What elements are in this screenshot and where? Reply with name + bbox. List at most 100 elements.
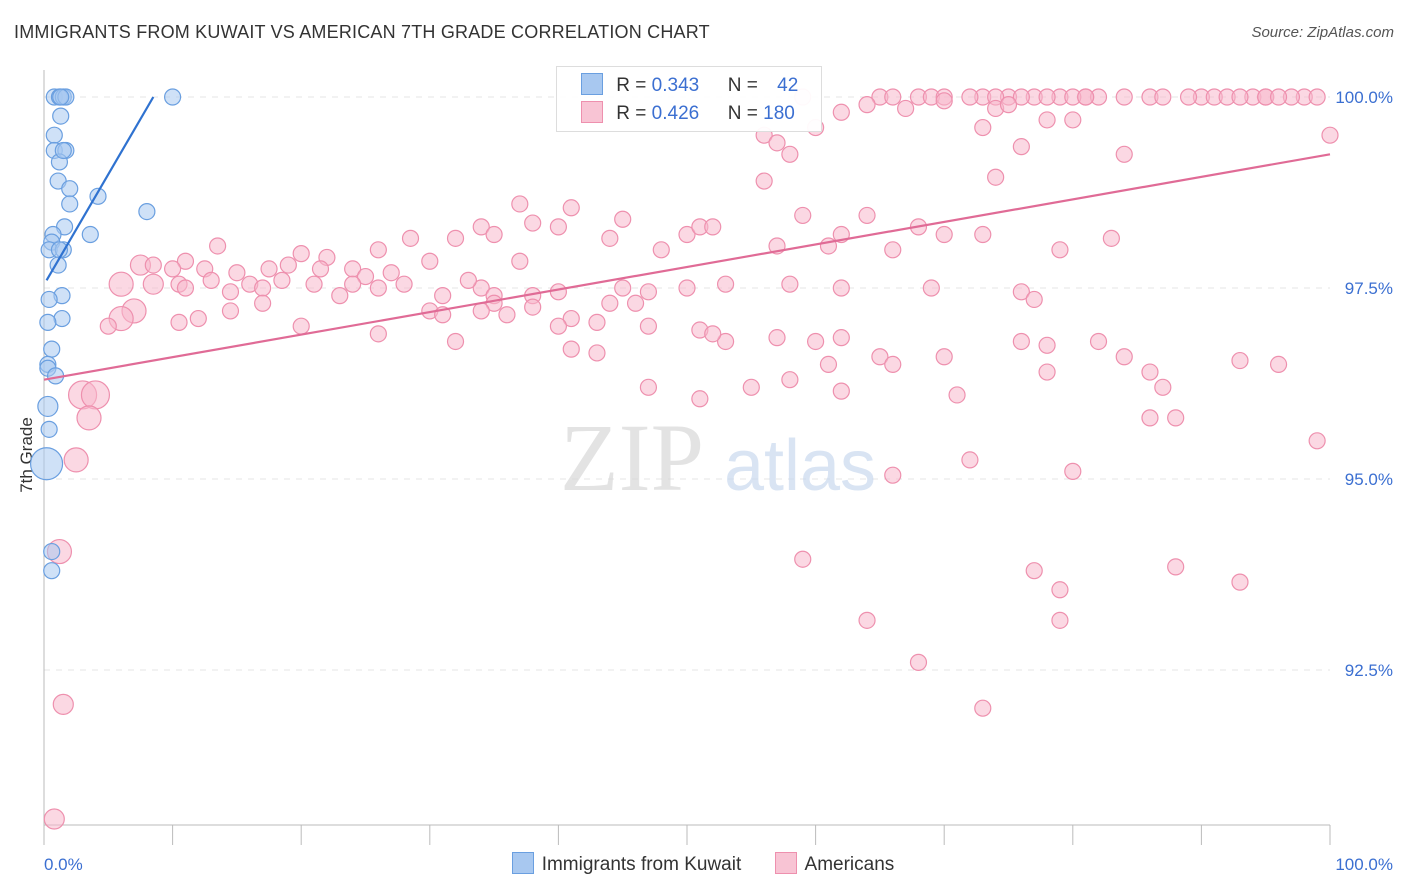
american-point	[524, 298, 542, 316]
american-point	[601, 229, 619, 247]
american-point	[974, 225, 992, 244]
american-point	[1141, 409, 1159, 427]
american-point	[260, 260, 278, 278]
american-point	[948, 386, 966, 404]
american-point	[549, 317, 568, 335]
american-point	[254, 279, 272, 297]
american-point	[1012, 88, 1030, 106]
american-point	[974, 118, 992, 137]
kuwait-point	[52, 88, 70, 106]
american-point	[498, 306, 516, 324]
american-point	[1115, 88, 1133, 106]
american-point	[1025, 290, 1043, 309]
american-point	[1167, 409, 1185, 427]
kuwait-point	[138, 203, 156, 221]
american-point	[292, 317, 310, 335]
american-point	[678, 279, 696, 297]
american-point	[781, 275, 799, 293]
american-point	[871, 348, 889, 366]
american-point	[52, 693, 74, 715]
american-point	[1038, 88, 1056, 106]
american-point	[1012, 283, 1030, 301]
legend-n-value: 42	[777, 75, 799, 96]
kuwait-point	[61, 180, 79, 198]
american-point	[1025, 562, 1043, 580]
watermark-atlas: atlas	[724, 426, 876, 506]
kuwait-point	[45, 126, 63, 144]
american-point	[1064, 462, 1082, 480]
american-point	[369, 325, 387, 343]
american-point	[768, 134, 786, 152]
american-point	[305, 275, 323, 293]
american-point	[1051, 581, 1069, 599]
kuwait-point	[40, 290, 58, 309]
american-point	[549, 283, 568, 301]
american-point	[369, 279, 387, 297]
x-tick-label: 0.0%	[44, 855, 83, 874]
american-point	[63, 447, 89, 473]
american-point	[1308, 432, 1326, 450]
american-point	[344, 275, 362, 293]
american-point	[588, 344, 606, 362]
american-point	[446, 332, 465, 351]
american-point	[1269, 88, 1288, 106]
american-point	[614, 210, 632, 228]
american-point	[935, 92, 953, 110]
american-point	[806, 332, 825, 351]
american-point	[43, 808, 65, 830]
american-point	[626, 294, 645, 312]
american-point	[1051, 241, 1069, 259]
american-point	[639, 317, 658, 335]
american-point	[768, 329, 786, 347]
american-point	[1077, 88, 1095, 106]
kuwait-point	[53, 309, 71, 328]
american-point	[472, 218, 490, 236]
american-point	[176, 279, 195, 297]
american-point	[1231, 88, 1249, 106]
american-point	[1038, 336, 1056, 354]
american-point	[1012, 332, 1030, 351]
kuwait-point	[52, 107, 70, 125]
american-point	[819, 355, 838, 373]
american-point	[1154, 378, 1172, 396]
american-point	[652, 241, 670, 259]
american-point	[858, 96, 876, 114]
kuwait-point	[43, 562, 61, 580]
american-point	[395, 275, 413, 293]
american-point	[254, 294, 272, 312]
y-tick-label: 97.5%	[1345, 279, 1393, 298]
american-point	[562, 340, 580, 358]
american-point	[176, 252, 195, 270]
legend-row-americans: R = 0.426 N = 180	[581, 101, 795, 129]
american-point	[794, 550, 812, 568]
american-point	[1089, 332, 1108, 351]
kuwait-point	[39, 313, 57, 331]
american-point	[922, 279, 940, 297]
legend-row-kuwait: R = 0.343 N = 42	[581, 73, 798, 101]
american-point	[292, 245, 310, 263]
american-point	[858, 611, 876, 629]
legend-n-label: N =	[727, 75, 764, 96]
american-point	[1141, 363, 1159, 381]
american-point	[144, 256, 162, 274]
american-point	[884, 466, 902, 484]
american-point	[1321, 126, 1339, 144]
american-point	[142, 273, 164, 295]
american-point	[1231, 351, 1249, 370]
american-point	[935, 348, 953, 366]
american-point	[832, 279, 850, 297]
american-point	[704, 218, 722, 236]
american-point	[356, 267, 375, 286]
american-point	[987, 168, 1005, 186]
series-legend: Immigrants from Kuwait Americans	[0, 852, 1406, 876]
american-point	[961, 451, 979, 469]
american-point	[1231, 573, 1249, 591]
american-point	[858, 206, 876, 225]
american-point	[459, 271, 477, 289]
americans-swatch	[581, 101, 603, 123]
legend-label-americans: Americans	[804, 854, 895, 875]
american-point	[884, 355, 902, 373]
chart-source: Source: ZipAtlas.com	[1251, 24, 1394, 41]
american-point	[108, 271, 134, 297]
legend-item-americans: Americans	[774, 852, 895, 876]
